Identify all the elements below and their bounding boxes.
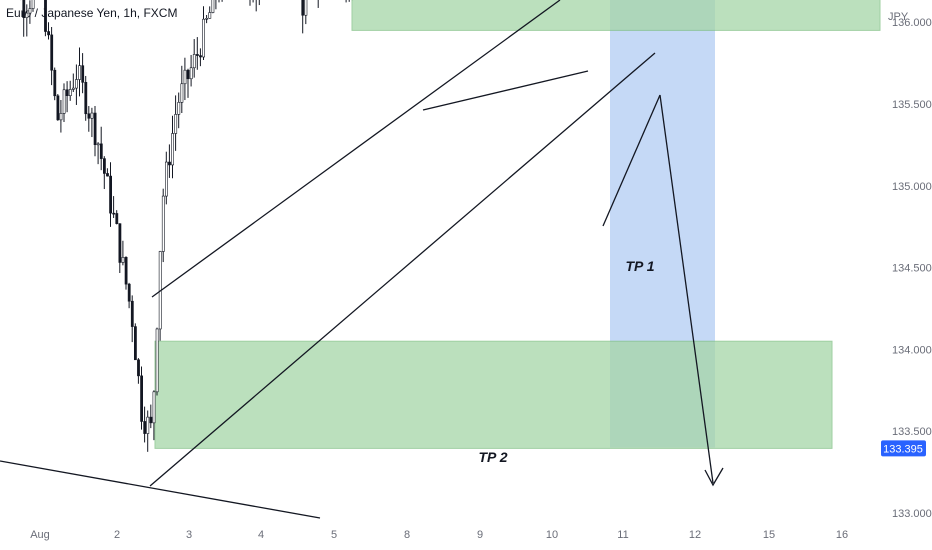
projection-down-line — [659, 94, 714, 484]
candle-body — [56, 95, 60, 121]
arrow-head-icon — [704, 467, 724, 487]
candle-body — [304, 0, 308, 16]
candle-body — [65, 89, 69, 96]
time-tick-label: 15 — [763, 529, 775, 541]
tp2-label: TP 2 — [478, 449, 507, 465]
candle-body — [186, 69, 190, 80]
descending-trendline — [0, 460, 321, 519]
candle-body — [152, 391, 156, 424]
symbol-title: Euro / Japanese Yen, 1h, FXCM — [6, 6, 178, 20]
time-tick-label: Aug — [30, 529, 50, 541]
candle-body — [72, 87, 75, 90]
candle-body — [25, 12, 29, 18]
candle-body — [196, 54, 199, 56]
candle-body — [112, 212, 116, 215]
candle-body — [189, 67, 193, 80]
candle-body — [31, 0, 35, 9]
candle-body — [99, 143, 103, 159]
candle-body — [177, 102, 181, 115]
candle-body — [78, 65, 82, 80]
candle-body — [192, 54, 196, 69]
candle-body — [118, 223, 122, 263]
candle-body — [137, 359, 140, 377]
price-tick-label: 134.000 — [892, 344, 932, 356]
candle-body — [96, 143, 100, 146]
candle-body — [68, 89, 72, 96]
projection-up-line — [602, 94, 661, 227]
candle-body — [130, 300, 134, 327]
candle-body — [28, 8, 32, 14]
candle-body — [50, 34, 54, 71]
tp1-label: TP 1 — [625, 258, 654, 274]
candle-body — [161, 195, 165, 252]
candle-body — [143, 421, 147, 434]
candle-body — [134, 326, 137, 361]
candle-body — [165, 161, 168, 197]
time-tick-label: 11 — [617, 529, 628, 541]
candle-body — [183, 69, 187, 85]
candle-body — [124, 257, 128, 285]
candle-body — [205, 17, 209, 20]
channel-lower-line — [149, 52, 656, 487]
tp1-zone — [351, 0, 881, 31]
candle-body — [202, 18, 206, 58]
candle-body — [75, 79, 78, 89]
candle-body — [90, 112, 94, 119]
candle-body — [59, 113, 63, 121]
wedge-top-line — [422, 70, 589, 111]
candle-body — [22, 0, 26, 18]
candle-body — [140, 375, 144, 422]
price-tick-label: 135.000 — [892, 181, 932, 193]
candle-body — [171, 133, 175, 166]
price-axis: 133.000 133.500 134.000 134.500 135.000 135.5… — [888, 11, 932, 520]
time-tick-label: 2 — [114, 529, 120, 541]
candle-body — [168, 161, 171, 166]
candle-body — [62, 89, 66, 114]
currency-label: JPY — [888, 11, 909, 23]
candlestick-series — [20, 0, 353, 452]
candle-body — [127, 283, 131, 302]
price-tag-box — [881, 440, 926, 457]
candle-body — [211, 0, 215, 13]
candle-body — [180, 83, 184, 103]
time-tick-label: 9 — [477, 529, 483, 541]
candle-body — [84, 82, 88, 115]
candle-body — [47, 31, 51, 36]
time-tick-label: 4 — [258, 529, 264, 541]
time-tick-label: 3 — [186, 529, 192, 541]
candle-body — [149, 416, 153, 424]
tp2-zone — [154, 340, 833, 449]
time-tick-label: 10 — [546, 529, 558, 541]
time-tick-label: 5 — [331, 529, 337, 541]
candle-body — [208, 12, 212, 19]
time-tick-label: 8 — [404, 529, 410, 541]
time-axis: Aug 2 3 4 5 8 9 10 11 12 15 16 — [30, 529, 848, 541]
candle-body — [53, 69, 57, 97]
candle-body — [121, 257, 125, 263]
price-tick-label: 136.000 — [892, 17, 932, 29]
time-tick-label: 16 — [836, 529, 848, 541]
candle-body — [103, 158, 106, 174]
price-tick-label: 133.500 — [892, 426, 932, 438]
price-tag-label: 133.395 — [883, 443, 923, 455]
candle-body — [115, 213, 119, 224]
candle-body — [199, 55, 202, 58]
channel-upper-line — [151, 0, 561, 298]
candle-body — [146, 416, 150, 434]
price-tick-label: 135.500 — [892, 99, 932, 111]
candle-body — [44, 0, 47, 32]
candle-body — [174, 114, 178, 134]
candle-body — [109, 175, 113, 214]
candle-body — [301, 0, 305, 16]
candle-body — [106, 173, 109, 177]
price-tick-label: 133.000 — [892, 508, 932, 520]
candle-body — [155, 328, 159, 393]
candle-body — [87, 113, 91, 119]
price-tick-label: 134.500 — [892, 263, 932, 275]
candle-body — [81, 65, 85, 83]
time-tick-label: 12 — [689, 529, 701, 541]
candle-body — [93, 112, 97, 145]
